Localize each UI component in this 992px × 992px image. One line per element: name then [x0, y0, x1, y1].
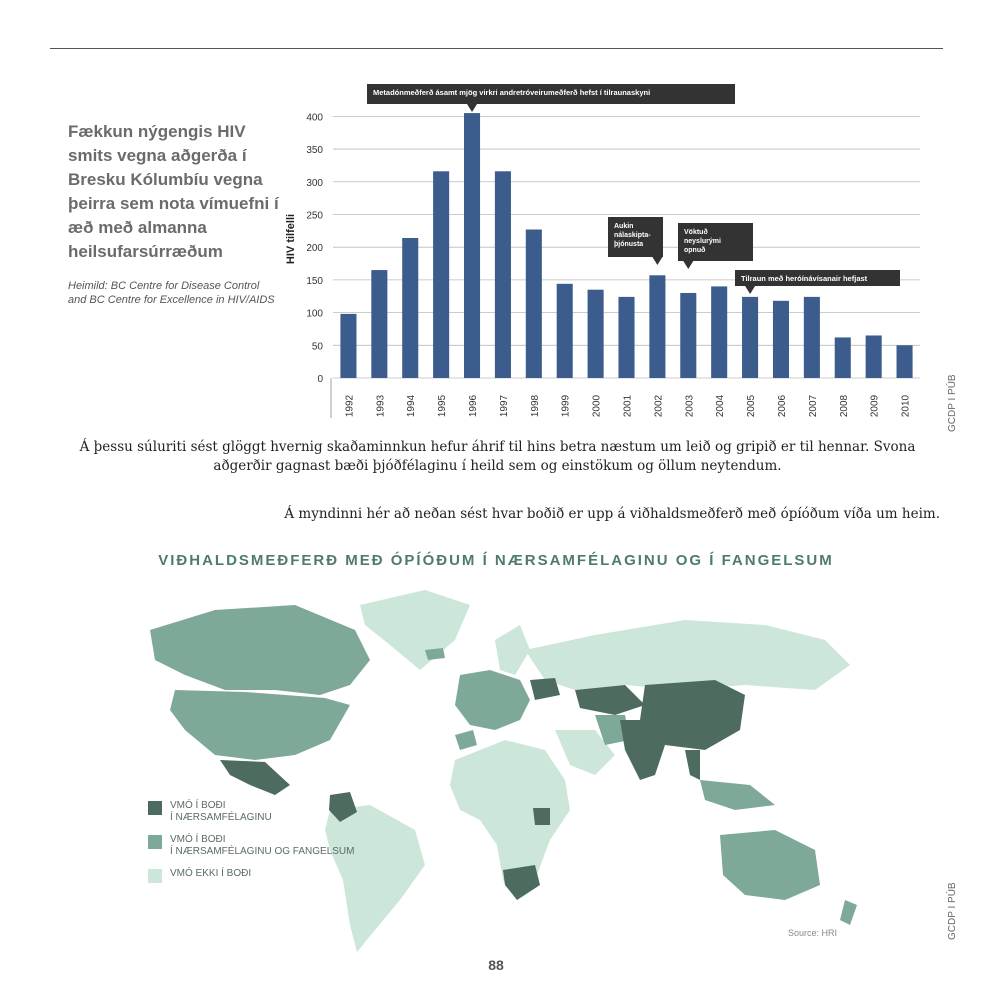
legend-item-not-available: VMÓ EKKI Í BOÐI — [148, 868, 354, 883]
annotation-text: nálaskipta- — [614, 232, 651, 239]
bar-2002 — [649, 275, 666, 378]
x-tick-label: 1998 — [530, 394, 541, 417]
annotation-text: neyslurými — [684, 238, 721, 245]
x-tick-label: 2004 — [715, 394, 726, 417]
bar-2010 — [896, 345, 913, 378]
bar-2006 — [772, 300, 790, 378]
bar-2003 — [680, 292, 697, 378]
annotation-box — [735, 270, 900, 286]
bar-2009 — [865, 335, 882, 378]
annotation-text: Metadónmeðferð ásamt mjög virkri andretr… — [373, 88, 650, 97]
map-land-dark — [220, 678, 745, 900]
legend-label-community-and-prisons: VMÓ Í BOÐI Í NÆRSAMFÉLAGINU OG FANGELSUM — [170, 834, 355, 857]
annotation-2002: Aukin nálaskipta-þjónusta — [608, 217, 663, 265]
bar-2008 — [834, 337, 851, 378]
bar-1993 — [371, 270, 388, 378]
legend-swatch-mid — [148, 835, 162, 849]
x-tick-label: 2008 — [839, 394, 850, 417]
legend-item-community: VMÓ Í BOÐI Í NÆRSAMFÉLAGINU — [148, 800, 354, 824]
x-tick-label: 1994 — [406, 394, 417, 417]
map-land-mid-extra — [425, 648, 857, 925]
x-tick-label: 2000 — [592, 394, 603, 417]
annotation-pointer — [652, 257, 663, 265]
map-land-light — [325, 590, 850, 952]
x-tick-label: 2001 — [623, 394, 634, 417]
header-rule — [50, 48, 943, 49]
bar-1994 — [402, 238, 419, 378]
annotation-text: Vöktuð — [684, 228, 708, 236]
legend-swatch-light — [148, 869, 162, 883]
paragraph-chart-summary: Á þessu súluriti sést glöggt hvernig ska… — [79, 439, 916, 474]
x-tick-label: 1995 — [437, 394, 448, 417]
bar-1997 — [494, 171, 511, 378]
annotation-box — [608, 217, 663, 257]
world-map — [150, 590, 857, 952]
paragraph-map-intro: Á myndinni hér að neðan sést hvar boðið … — [284, 506, 940, 522]
bar-2004 — [711, 286, 728, 378]
x-tick-label: 2006 — [777, 394, 788, 417]
map-title: VIÐHALDSMEÐFERÐ MEÐ ÓPÍÓÐUM Í NÆRSAMFÉLA… — [158, 552, 834, 569]
bar-2007 — [803, 296, 820, 378]
annotation-1996: Metadónmeðferð ásamt mjög virkri andretr… — [367, 84, 735, 112]
legend-label-not-available: VMÓ EKKI Í BOÐI — [170, 868, 252, 879]
bar-2005 — [742, 296, 759, 378]
annotation-box — [367, 84, 735, 104]
page-number: 88 — [488, 957, 504, 973]
bar-1995 — [433, 171, 450, 378]
annotation-pointer — [745, 286, 756, 294]
y-tick-label: 350 — [306, 145, 323, 156]
chart-side-title: Fækkun nýgengis HIV smits vegna aðgerða … — [68, 122, 279, 261]
bar-1998 — [525, 229, 542, 378]
photo-credit-top: GCDP I PÚB — [947, 374, 958, 432]
legend-label-community: VMÓ Í BOÐI Í NÆRSAMFÉLAGINU — [170, 800, 272, 823]
x-tick-label: 2010 — [901, 394, 912, 417]
annotation-2005: Tilraun með heróínávísanair hefjast — [735, 270, 900, 294]
legend-item-community-and-prisons: VMÓ Í BOÐI Í NÆRSAMFÉLAGINU OG FANGELSUM — [148, 834, 354, 858]
y-axis-label: HIV tilfelli — [285, 214, 297, 264]
x-tick-label: 2009 — [870, 394, 881, 417]
x-tick-label: 2003 — [684, 394, 695, 417]
x-tick-label: 2005 — [746, 394, 757, 417]
bar-1996 — [463, 113, 481, 379]
y-tick-label: 100 — [306, 309, 323, 320]
annotation-box — [678, 223, 753, 261]
y-tick-label: 250 — [306, 210, 323, 221]
y-tick-label: 50 — [312, 341, 324, 352]
map-land-mid — [150, 605, 820, 900]
x-tick-label: 2002 — [653, 394, 664, 417]
y-tick-label: 300 — [306, 178, 323, 189]
y-tick-label: 150 — [306, 276, 323, 287]
bar-1992 — [340, 313, 357, 378]
x-tick-label: 2007 — [808, 394, 819, 417]
annotation-text: Tilraun með heróínávísanair hefjast — [741, 274, 868, 283]
y-tick-label: 200 — [306, 243, 323, 254]
bar-2000 — [587, 289, 604, 378]
hiv-bar-chart: 0 50 100 150 200 250 300 350 400 HIV tilfelli 1992… — [285, 84, 920, 418]
map-source: Source: HRI — [788, 928, 838, 938]
x-tick-label: 1997 — [499, 394, 510, 417]
annotation-pointer — [683, 261, 694, 269]
chart-source-note: Heimild: BC Centre for Disease Control a… — [68, 280, 275, 306]
bar-2001 — [618, 296, 635, 378]
annotation-text: þjónusta — [614, 241, 643, 248]
y-tick-label: 400 — [306, 112, 323, 123]
map-legend: VMÓ Í BOÐI Í NÆRSAMFÉLAGINU VMÓ Í BOÐI Í… — [148, 800, 354, 893]
bar-1999 — [556, 283, 573, 378]
annotation-pointer — [467, 104, 478, 112]
x-tick-label: 1993 — [375, 394, 386, 417]
photo-credit-bottom: GCDP I PÚB — [947, 882, 958, 940]
legend-swatch-dark — [148, 801, 162, 815]
y-tick-label: 0 — [317, 374, 323, 385]
annotation-text: opnuð — [684, 246, 705, 254]
x-tick-label: 1999 — [561, 394, 572, 417]
x-tick-label: 1992 — [344, 394, 355, 417]
annotation-text: Aukin — [614, 223, 633, 230]
x-tick-label: 1996 — [468, 394, 479, 417]
